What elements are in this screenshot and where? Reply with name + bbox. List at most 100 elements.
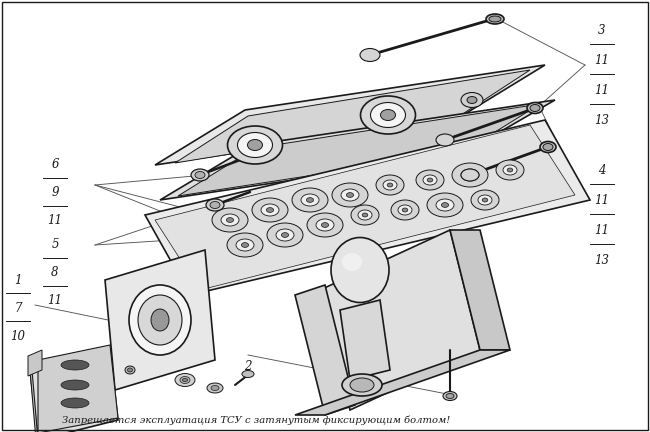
Ellipse shape <box>387 183 393 187</box>
Ellipse shape <box>210 201 220 209</box>
Text: 11: 11 <box>47 215 62 228</box>
Ellipse shape <box>221 214 239 226</box>
Ellipse shape <box>331 238 389 302</box>
Polygon shape <box>175 70 530 163</box>
Ellipse shape <box>341 189 359 201</box>
Ellipse shape <box>129 285 191 355</box>
Ellipse shape <box>436 199 454 211</box>
Polygon shape <box>295 285 355 415</box>
Ellipse shape <box>467 96 477 104</box>
Ellipse shape <box>486 14 504 24</box>
Polygon shape <box>155 65 545 165</box>
Ellipse shape <box>61 398 89 408</box>
Ellipse shape <box>351 205 379 225</box>
Text: 1: 1 <box>14 273 21 286</box>
Ellipse shape <box>507 168 513 172</box>
Text: 11: 11 <box>595 223 610 236</box>
Ellipse shape <box>489 16 501 22</box>
Ellipse shape <box>180 377 190 384</box>
Ellipse shape <box>267 223 303 247</box>
Ellipse shape <box>370 102 406 127</box>
Polygon shape <box>160 100 555 200</box>
Text: 5: 5 <box>51 238 58 251</box>
Ellipse shape <box>461 169 479 181</box>
Text: 4: 4 <box>598 163 606 177</box>
Ellipse shape <box>471 190 499 210</box>
Polygon shape <box>340 300 390 380</box>
Polygon shape <box>28 350 42 376</box>
Ellipse shape <box>227 233 263 257</box>
Text: 9: 9 <box>51 187 58 200</box>
Polygon shape <box>155 125 575 290</box>
Text: 11: 11 <box>595 83 610 96</box>
Ellipse shape <box>342 374 382 396</box>
Ellipse shape <box>361 96 415 134</box>
Polygon shape <box>105 250 215 390</box>
Ellipse shape <box>191 169 209 181</box>
Ellipse shape <box>151 309 169 331</box>
Ellipse shape <box>350 378 374 392</box>
Polygon shape <box>38 345 118 432</box>
Ellipse shape <box>292 188 328 212</box>
Ellipse shape <box>266 208 274 213</box>
Ellipse shape <box>441 203 448 207</box>
Text: 8: 8 <box>51 267 58 280</box>
Ellipse shape <box>503 165 517 175</box>
Ellipse shape <box>427 193 463 217</box>
Ellipse shape <box>443 391 457 400</box>
Ellipse shape <box>227 126 283 164</box>
Ellipse shape <box>478 195 492 205</box>
Ellipse shape <box>423 175 437 185</box>
Polygon shape <box>450 230 510 350</box>
Ellipse shape <box>125 366 135 374</box>
Polygon shape <box>295 350 510 415</box>
Ellipse shape <box>436 134 454 146</box>
Ellipse shape <box>530 105 540 111</box>
Ellipse shape <box>496 160 524 180</box>
Text: 7: 7 <box>14 302 21 314</box>
Ellipse shape <box>237 133 272 158</box>
Ellipse shape <box>316 219 334 231</box>
Ellipse shape <box>175 374 195 387</box>
Ellipse shape <box>467 173 474 178</box>
Ellipse shape <box>212 208 248 232</box>
Ellipse shape <box>207 383 223 393</box>
Ellipse shape <box>252 198 288 222</box>
Ellipse shape <box>446 394 454 398</box>
Ellipse shape <box>398 205 412 215</box>
Text: 11: 11 <box>47 295 62 308</box>
Ellipse shape <box>241 243 248 248</box>
Ellipse shape <box>242 371 254 378</box>
Ellipse shape <box>482 198 488 202</box>
Ellipse shape <box>321 222 329 227</box>
Ellipse shape <box>127 368 133 372</box>
Ellipse shape <box>346 193 354 197</box>
Polygon shape <box>145 120 590 295</box>
Ellipse shape <box>281 232 289 238</box>
Ellipse shape <box>402 208 408 212</box>
Ellipse shape <box>183 378 187 381</box>
Text: 3: 3 <box>598 23 606 36</box>
Ellipse shape <box>248 140 263 150</box>
Ellipse shape <box>306 197 313 203</box>
Ellipse shape <box>376 175 404 195</box>
Ellipse shape <box>206 199 224 211</box>
Ellipse shape <box>138 295 182 345</box>
Polygon shape <box>320 230 480 410</box>
Ellipse shape <box>380 109 395 121</box>
Ellipse shape <box>540 142 556 152</box>
Ellipse shape <box>307 213 343 237</box>
Text: 10: 10 <box>10 330 25 343</box>
Ellipse shape <box>362 213 368 217</box>
Text: 13: 13 <box>595 254 610 267</box>
Ellipse shape <box>452 163 488 187</box>
Ellipse shape <box>416 170 444 190</box>
Ellipse shape <box>461 169 479 181</box>
Ellipse shape <box>195 172 205 178</box>
Polygon shape <box>178 104 540 196</box>
Ellipse shape <box>342 253 362 271</box>
Ellipse shape <box>332 183 368 207</box>
Ellipse shape <box>461 92 483 108</box>
Polygon shape <box>30 370 38 432</box>
Ellipse shape <box>391 200 419 220</box>
